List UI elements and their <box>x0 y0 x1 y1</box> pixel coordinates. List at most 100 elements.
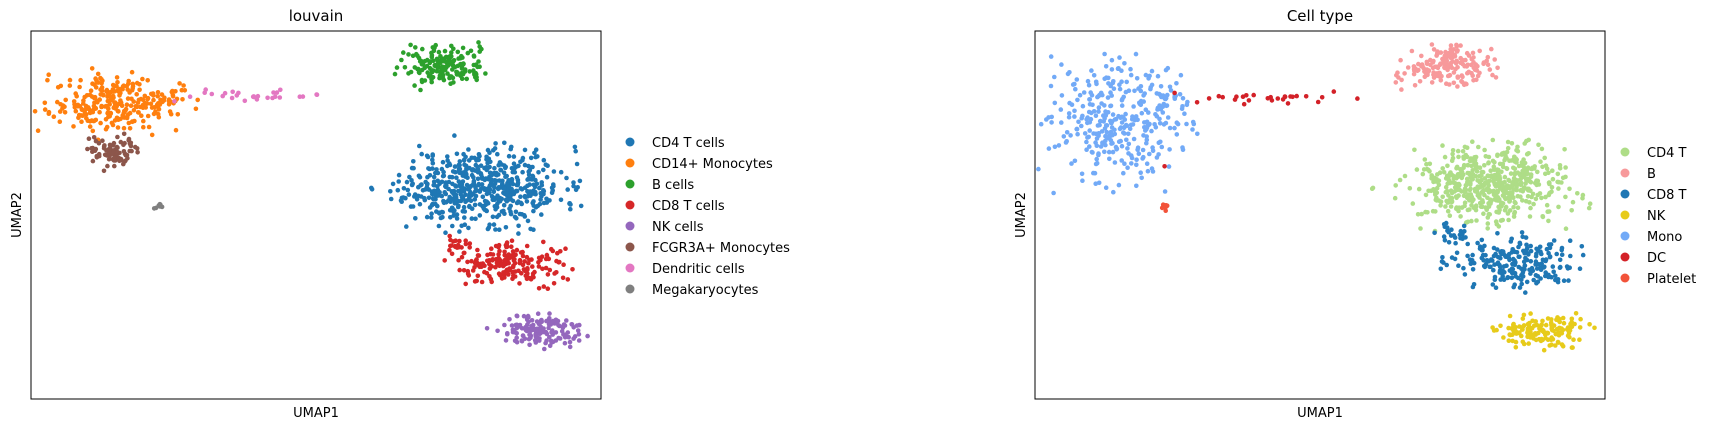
point-cd8-t-cells <box>540 266 545 272</box>
point-cd8-t <box>1547 254 1553 259</box>
plot-frame <box>1034 30 1606 400</box>
point-cd4-t <box>1539 146 1545 152</box>
point-b-cells <box>446 56 451 61</box>
point-mono <box>1122 161 1127 166</box>
point-b <box>1465 70 1470 76</box>
point-cd4-t <box>1535 192 1540 198</box>
point-cd14-monocytes <box>116 109 121 114</box>
point-cd4-t-cells <box>485 201 491 206</box>
point-nk <box>1514 331 1519 336</box>
point-cd14-monocytes <box>108 94 113 100</box>
point-fcgr3a-monocytes <box>110 143 116 148</box>
point-cd4-t <box>1502 207 1508 213</box>
point-nk-cells <box>484 326 490 331</box>
point-cd4-t-cells <box>451 209 456 215</box>
point-b <box>1431 47 1437 52</box>
point-cd8-t <box>1539 251 1544 257</box>
point-mono <box>1049 114 1054 120</box>
point-b-cells <box>449 43 454 49</box>
point-cd4-t-cells <box>477 213 483 218</box>
point-mono <box>1085 115 1090 120</box>
point-nk-cells <box>560 324 565 330</box>
point-b <box>1455 48 1460 53</box>
point-cd14-monocytes <box>67 83 73 88</box>
point-dendritic-cells <box>229 95 235 101</box>
point-nk-cells <box>534 326 540 332</box>
point-mono <box>1125 146 1130 151</box>
point-b-cells <box>449 74 454 79</box>
point-cd4-t <box>1539 195 1544 201</box>
point-cd4-t <box>1540 214 1546 220</box>
point-cd8-t <box>1559 252 1565 257</box>
point-cd4-t-cells <box>519 187 525 192</box>
point-nk-cells <box>567 344 573 350</box>
point-mono <box>1125 165 1130 170</box>
point-cd4-t-cells <box>414 197 420 202</box>
point-mono <box>1103 142 1108 148</box>
point-cd4-t <box>1512 170 1518 176</box>
point-b-cells <box>449 59 454 65</box>
point-cd4-t <box>1506 217 1511 223</box>
point-cd4-t-cells <box>511 191 517 197</box>
point-dc <box>1331 89 1337 94</box>
point-b <box>1449 52 1454 57</box>
point-mono <box>1089 92 1095 98</box>
point-cd4-t-cells <box>466 225 471 231</box>
point-nk <box>1540 318 1545 324</box>
point-cd4-t-cells <box>468 198 474 204</box>
point-cd4-t-cells <box>536 170 541 175</box>
point-cd4-t-cells <box>500 181 505 186</box>
point-cd8-t <box>1551 269 1556 275</box>
point-cd4-t-cells <box>481 177 487 182</box>
point-cd8-t <box>1506 255 1512 261</box>
point-cd4-t <box>1461 156 1467 161</box>
point-cd4-t-cells <box>492 165 497 171</box>
point-nk-cells <box>534 334 540 340</box>
point-cd4-t-cells <box>472 202 478 208</box>
point-cd4-t-cells <box>485 166 491 171</box>
point-b-cells <box>420 46 425 52</box>
point-cd4-t-cells <box>446 186 451 192</box>
point-cd8-t-cells <box>497 272 503 278</box>
point-cd4-t-cells <box>458 198 464 204</box>
point-b-cells <box>451 63 456 68</box>
point-cd4-t-cells <box>431 174 437 180</box>
point-cd4-t <box>1570 199 1576 205</box>
point-nk-cells <box>575 328 581 333</box>
point-nk-cells <box>520 333 526 339</box>
point-cd8-t <box>1510 261 1515 267</box>
point-mono <box>1160 110 1166 115</box>
point-mono <box>1084 139 1089 145</box>
point-cd8-t <box>1446 229 1451 235</box>
point-b <box>1477 48 1482 54</box>
point-cd4-t-cells <box>541 157 547 163</box>
point-nk-cells <box>547 311 552 316</box>
point-cd8-t-cells <box>520 253 526 259</box>
point-cd4-t <box>1466 192 1471 197</box>
point-cd4-t <box>1465 180 1470 185</box>
point-cd14-monocytes <box>73 91 78 96</box>
point-cd4-t-cells <box>426 195 432 201</box>
point-cd4-t-cells <box>490 197 496 203</box>
point-b-cells <box>419 62 425 67</box>
point-cd4-t <box>1533 196 1539 202</box>
point-platelet <box>1162 205 1168 210</box>
point-cd14-monocytes <box>131 107 137 113</box>
point-cd4-t-cells <box>488 159 493 165</box>
point-mono <box>1167 147 1172 152</box>
point-b <box>1453 66 1458 72</box>
point-nk <box>1512 326 1517 332</box>
point-mono <box>1141 154 1146 160</box>
legend-label-cd4-t: CD4 T <box>1647 146 1686 161</box>
point-cd14-monocytes <box>94 78 99 84</box>
point-cd4-t-cells <box>491 148 496 153</box>
point-cd4-t-cells <box>525 183 530 189</box>
point-cd4-t <box>1567 186 1572 192</box>
point-cd4-t <box>1482 163 1487 168</box>
point-cd8-t <box>1446 240 1452 245</box>
point-cd4-t <box>1456 193 1461 198</box>
point-cd4-t <box>1461 165 1466 170</box>
point-cd4-t <box>1534 178 1539 183</box>
point-mono <box>1162 189 1168 194</box>
point-cd8-t <box>1444 262 1449 268</box>
